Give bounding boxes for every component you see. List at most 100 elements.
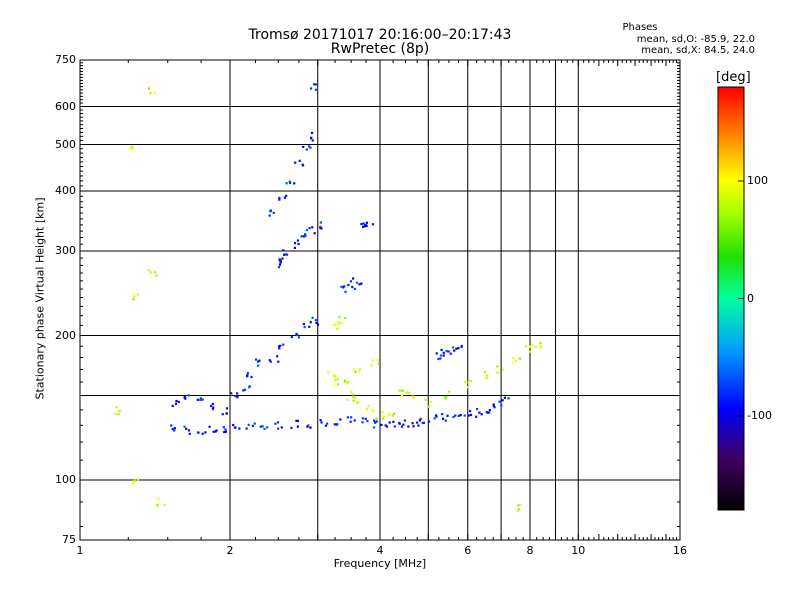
data-point xyxy=(355,281,359,284)
data-point xyxy=(157,497,160,500)
phases-heading: Phases xyxy=(622,22,658,33)
data-point xyxy=(132,298,135,301)
data-point xyxy=(290,335,293,339)
data-point xyxy=(435,415,438,418)
data-point xyxy=(353,287,357,291)
data-point xyxy=(492,403,495,406)
data-point xyxy=(402,423,405,426)
data-point xyxy=(208,425,211,428)
data-point xyxy=(337,383,340,386)
data-point xyxy=(303,325,306,329)
data-point xyxy=(439,354,443,357)
data-point xyxy=(290,426,293,429)
data-point xyxy=(225,412,228,415)
data-point xyxy=(309,321,312,324)
data-point xyxy=(338,315,341,319)
data-point xyxy=(295,419,298,422)
data-point xyxy=(278,258,281,262)
data-point xyxy=(411,422,414,425)
data-point xyxy=(327,371,330,374)
data-point xyxy=(434,414,438,417)
data-point xyxy=(293,182,296,185)
data-point xyxy=(296,419,299,423)
y-tick-label: 300 xyxy=(55,244,76,257)
data-point xyxy=(221,413,224,416)
y-tick-label: 200 xyxy=(55,328,76,342)
data-point xyxy=(347,283,350,287)
data-point xyxy=(311,316,314,319)
data-point xyxy=(245,427,248,430)
y-tick-label: 750 xyxy=(55,53,76,66)
data-point xyxy=(337,323,340,326)
data-point xyxy=(259,425,262,428)
data-point xyxy=(278,263,282,266)
x-axis-label: Frequency [MHz] xyxy=(80,557,680,570)
colorbar-tick-label: -100 xyxy=(747,409,772,422)
data-point xyxy=(391,414,394,417)
data-point xyxy=(293,242,297,245)
data-point xyxy=(453,349,456,352)
data-point xyxy=(376,358,379,362)
chart-title-line1: Tromsø 20171017 20:16:00–20:17:43 xyxy=(248,27,512,43)
data-point xyxy=(385,425,389,428)
data-point xyxy=(314,88,317,91)
data-point xyxy=(147,86,150,89)
data-point xyxy=(154,271,157,274)
data-point xyxy=(353,419,356,422)
data-point xyxy=(449,352,452,355)
data-point xyxy=(224,430,228,433)
data-point xyxy=(408,391,411,394)
data-point xyxy=(443,395,446,399)
data-point xyxy=(514,359,518,363)
data-point xyxy=(305,229,309,232)
data-point xyxy=(236,392,239,395)
data-point xyxy=(356,401,359,404)
data-point xyxy=(440,348,443,352)
data-point xyxy=(475,415,478,418)
data-point xyxy=(131,145,134,148)
y-tick-label: 400 xyxy=(55,184,76,198)
data-point xyxy=(361,417,364,420)
data-point xyxy=(340,285,343,288)
data-point xyxy=(460,345,463,349)
data-point xyxy=(279,261,282,264)
data-point xyxy=(524,345,527,348)
data-point xyxy=(302,145,305,149)
phases-o-stats: mean, sd,O: -85.9, 22.0 xyxy=(636,34,755,45)
data-point xyxy=(511,361,515,364)
data-point xyxy=(467,414,470,417)
data-point xyxy=(485,411,488,414)
data-point xyxy=(343,381,346,384)
data-point xyxy=(393,425,396,428)
data-point xyxy=(361,421,364,424)
data-point xyxy=(534,345,537,348)
data-point xyxy=(269,209,272,212)
data-point xyxy=(501,368,504,371)
data-point xyxy=(373,419,376,422)
data-point xyxy=(298,159,301,162)
y-axis-label-text: Stationary phase Virtual Height [km] xyxy=(33,197,47,400)
data-point xyxy=(277,266,281,269)
data-point xyxy=(381,411,384,414)
data-point xyxy=(517,504,520,507)
data-point xyxy=(306,425,309,428)
data-point xyxy=(365,408,368,411)
data-point xyxy=(487,411,491,414)
data-point xyxy=(163,503,166,507)
data-point xyxy=(288,180,291,183)
data-point xyxy=(301,163,304,166)
axis-ticks xyxy=(79,60,681,540)
x-tick-label: 16 xyxy=(673,544,687,557)
data-point xyxy=(400,393,403,397)
data-point xyxy=(136,293,139,296)
data-point xyxy=(333,423,336,426)
data-point xyxy=(333,383,336,386)
data-point xyxy=(282,253,286,256)
data-point xyxy=(492,404,495,407)
data-point xyxy=(211,402,214,406)
data-point xyxy=(539,344,542,348)
data-point xyxy=(149,92,152,95)
data-point xyxy=(337,321,340,324)
data-point xyxy=(278,198,281,201)
